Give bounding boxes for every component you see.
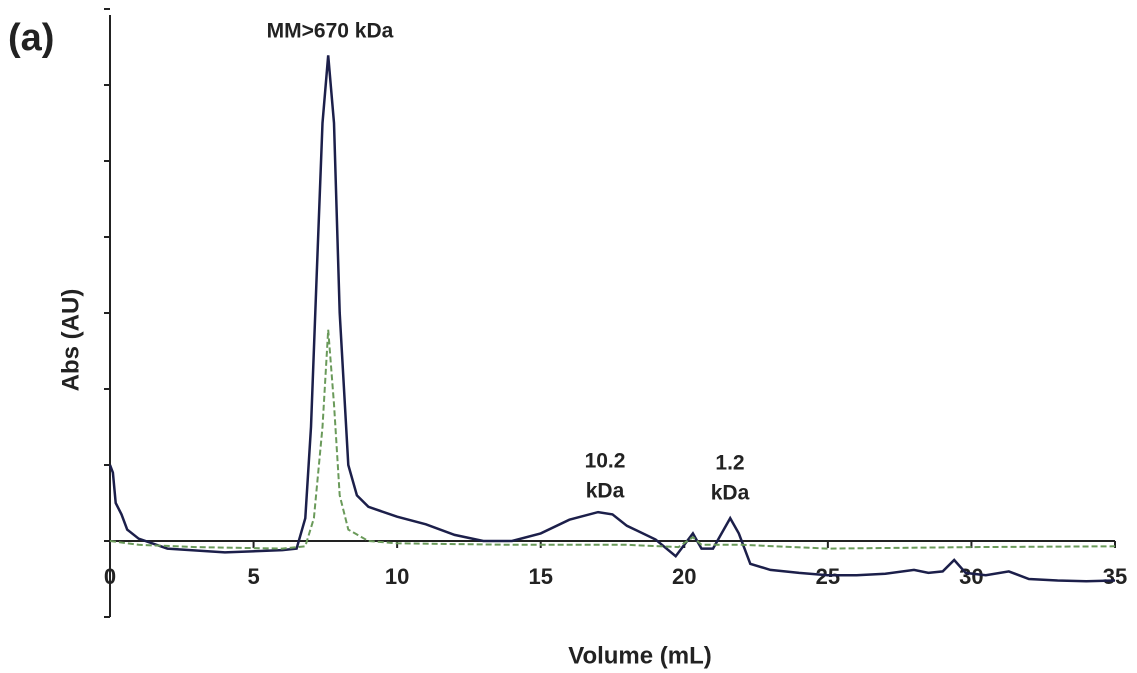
x-axis-label: Volume (mL) bbox=[568, 642, 712, 669]
x-tick-label: 15 bbox=[528, 564, 552, 589]
x-tick-label: 5 bbox=[247, 564, 259, 589]
x-tick-label: 30 bbox=[959, 564, 983, 589]
data-line bbox=[108, 55, 1116, 583]
x-tick-label: 35 bbox=[1103, 564, 1127, 589]
annotation: kDa bbox=[711, 482, 750, 505]
x-tick-label: 0 bbox=[104, 564, 116, 589]
panel-label: (a) bbox=[8, 17, 54, 59]
annotation: 1.2 bbox=[715, 452, 744, 475]
annotation: kDa bbox=[586, 480, 625, 503]
x-tick-label: 20 bbox=[672, 564, 696, 589]
y-axis-label: Abs (AU) bbox=[57, 289, 84, 392]
data-line bbox=[109, 329, 1116, 550]
annotation: 10.2 bbox=[585, 450, 626, 473]
x-tick-label: 10 bbox=[385, 564, 409, 589]
annotation: MM>670 kDa bbox=[267, 20, 394, 43]
